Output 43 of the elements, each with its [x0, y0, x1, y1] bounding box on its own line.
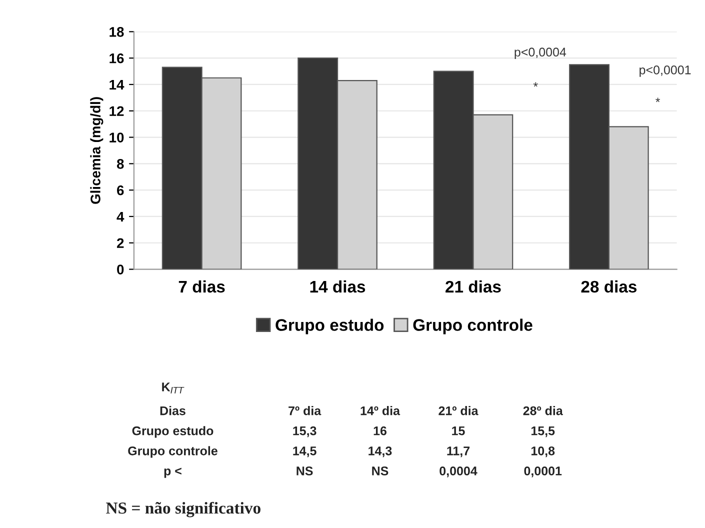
text: NS [372, 466, 388, 476]
text: NS = não significativo [106, 502, 260, 518]
text: p < [164, 468, 182, 478]
text: Grupo estudo [132, 426, 214, 438]
y-tick-label: 10 [110, 132, 124, 142]
x-tick-label: 14 dias [310, 280, 366, 293]
text: 15,3 [293, 426, 316, 438]
y-tick-label: 14 [110, 80, 124, 90]
x-tick-label: 28 dias [581, 280, 637, 293]
y-tick-label: 4 [116, 212, 124, 222]
x-tick-label: 21 dias [446, 280, 501, 293]
text: 11,7 [447, 446, 470, 458]
text: 28º dia [523, 406, 563, 416]
text: 14,3 [368, 446, 392, 458]
text: 16 [374, 426, 386, 436]
text: 14,5 [293, 446, 316, 458]
y-tick-label: 2 [116, 238, 124, 248]
text: 7º dia [288, 406, 322, 416]
text: 14º dia [360, 406, 400, 416]
y-axis-title: Glicemia (mg/dl) [90, 97, 104, 204]
text: 15 [452, 426, 465, 436]
legend-label: Grupo estudo [276, 318, 384, 334]
y-tick-label: 8 [116, 159, 124, 169]
annotation: p<0,0001 [640, 66, 691, 77]
text: 10,8 [531, 446, 555, 458]
y-tick-label: 12 [110, 106, 124, 116]
text: Dias [160, 406, 186, 416]
y-tick-label: 18 [110, 27, 124, 37]
legend-label: Grupo controle [413, 318, 532, 334]
text: 0,0004 [440, 466, 478, 478]
text: Grupo controle [128, 446, 218, 458]
y-tick-label: 16 [110, 53, 124, 64]
text: 0,0001 [524, 466, 562, 478]
y-tick-label: 0 [117, 264, 124, 274]
x-tick-label: 7 dias [178, 280, 225, 293]
annotation: * [656, 98, 660, 102]
text: 21º dia [438, 406, 478, 416]
text: K$_{ITT}$ [162, 382, 184, 394]
annotation: * [533, 82, 538, 87]
annotation: p<0,0004 [514, 48, 566, 60]
text: 15,5 [531, 426, 555, 438]
y-tick-label: 6 [117, 185, 124, 196]
text: NS [296, 466, 313, 476]
